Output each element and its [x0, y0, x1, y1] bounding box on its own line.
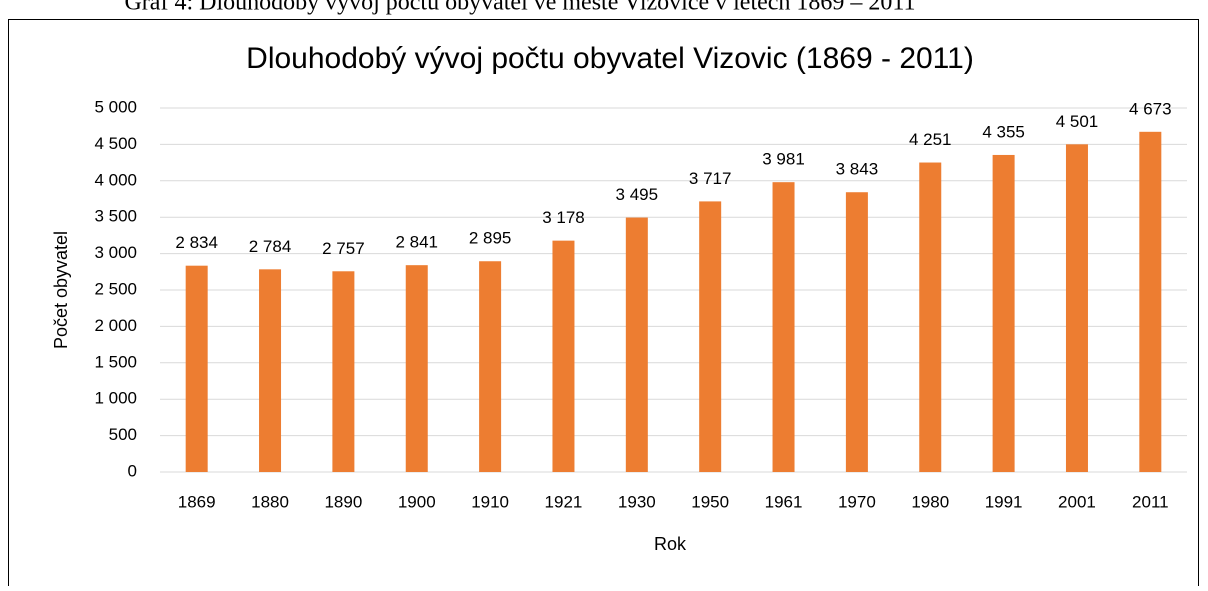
x-tick-label: 1991	[985, 492, 1023, 511]
y-tick-label: 2 500	[94, 279, 137, 298]
x-tick-label: 1910	[471, 492, 509, 511]
data-label: 2 834	[175, 233, 218, 252]
y-tick-label: 5 000	[94, 97, 137, 116]
x-tick-label: 1970	[838, 492, 876, 511]
bar	[845, 192, 868, 472]
data-label: 3 843	[836, 160, 879, 179]
chart-border	[8, 19, 1199, 591]
x-tick-label: 1930	[618, 492, 656, 511]
x-tick-label: 1880	[251, 492, 289, 511]
y-tick-label: 1 000	[94, 389, 137, 408]
data-label: 3 495	[616, 185, 659, 204]
bar	[479, 261, 502, 472]
bar	[405, 265, 428, 472]
x-tick-label: 1890	[324, 492, 362, 511]
data-label: 4 673	[1129, 99, 1172, 118]
bar	[332, 271, 355, 472]
bar	[919, 162, 942, 472]
x-tick-label: 1869	[178, 492, 216, 511]
bar	[625, 217, 648, 472]
data-label: 3 178	[542, 208, 585, 227]
x-tick-label: 1980	[911, 492, 949, 511]
x-axis-label: Rok	[654, 534, 687, 554]
data-label: 2 757	[322, 239, 365, 258]
x-tick-label: 1961	[765, 492, 803, 511]
bar	[259, 269, 282, 472]
data-label: 3 717	[689, 169, 732, 188]
bar	[185, 265, 208, 472]
y-tick-label: 4 000	[94, 170, 137, 189]
y-tick-label: 0	[128, 461, 137, 480]
data-label: 4 251	[909, 130, 952, 149]
y-tick-label: 1 500	[94, 352, 137, 371]
bar	[772, 182, 795, 472]
data-label: 2 841	[395, 233, 438, 252]
data-label: 3 981	[762, 150, 805, 169]
data-label: 4 355	[982, 122, 1025, 141]
y-axis-label: Počet obyvatel	[51, 231, 71, 349]
x-tick-label: 1950	[691, 492, 729, 511]
y-tick-label: 2 000	[94, 316, 137, 335]
x-tick-label: 2001	[1058, 492, 1096, 511]
x-tick-label: 2011	[1132, 492, 1169, 511]
caption: Graf 4: Dlouhodobý vývoj počtu obyvatel …	[124, 0, 915, 16]
bar	[552, 240, 575, 472]
chart-title: Dlouhodobý vývoj počtu obyvatel Vizovic …	[246, 42, 974, 75]
bar	[1139, 131, 1162, 472]
bar	[1065, 144, 1088, 472]
bar	[699, 201, 722, 472]
y-tick-label: 3 000	[94, 243, 137, 262]
y-tick-label: 4 500	[94, 134, 137, 153]
data-label: 2 784	[249, 237, 292, 256]
bar	[992, 154, 1015, 472]
x-tick-label: 1921	[545, 492, 583, 511]
x-tick-label: 1900	[398, 492, 436, 511]
y-tick-label: 500	[109, 425, 137, 444]
y-tick-label: 3 500	[94, 207, 137, 226]
data-label: 4 501	[1056, 112, 1099, 131]
data-label: 2 895	[469, 229, 512, 248]
